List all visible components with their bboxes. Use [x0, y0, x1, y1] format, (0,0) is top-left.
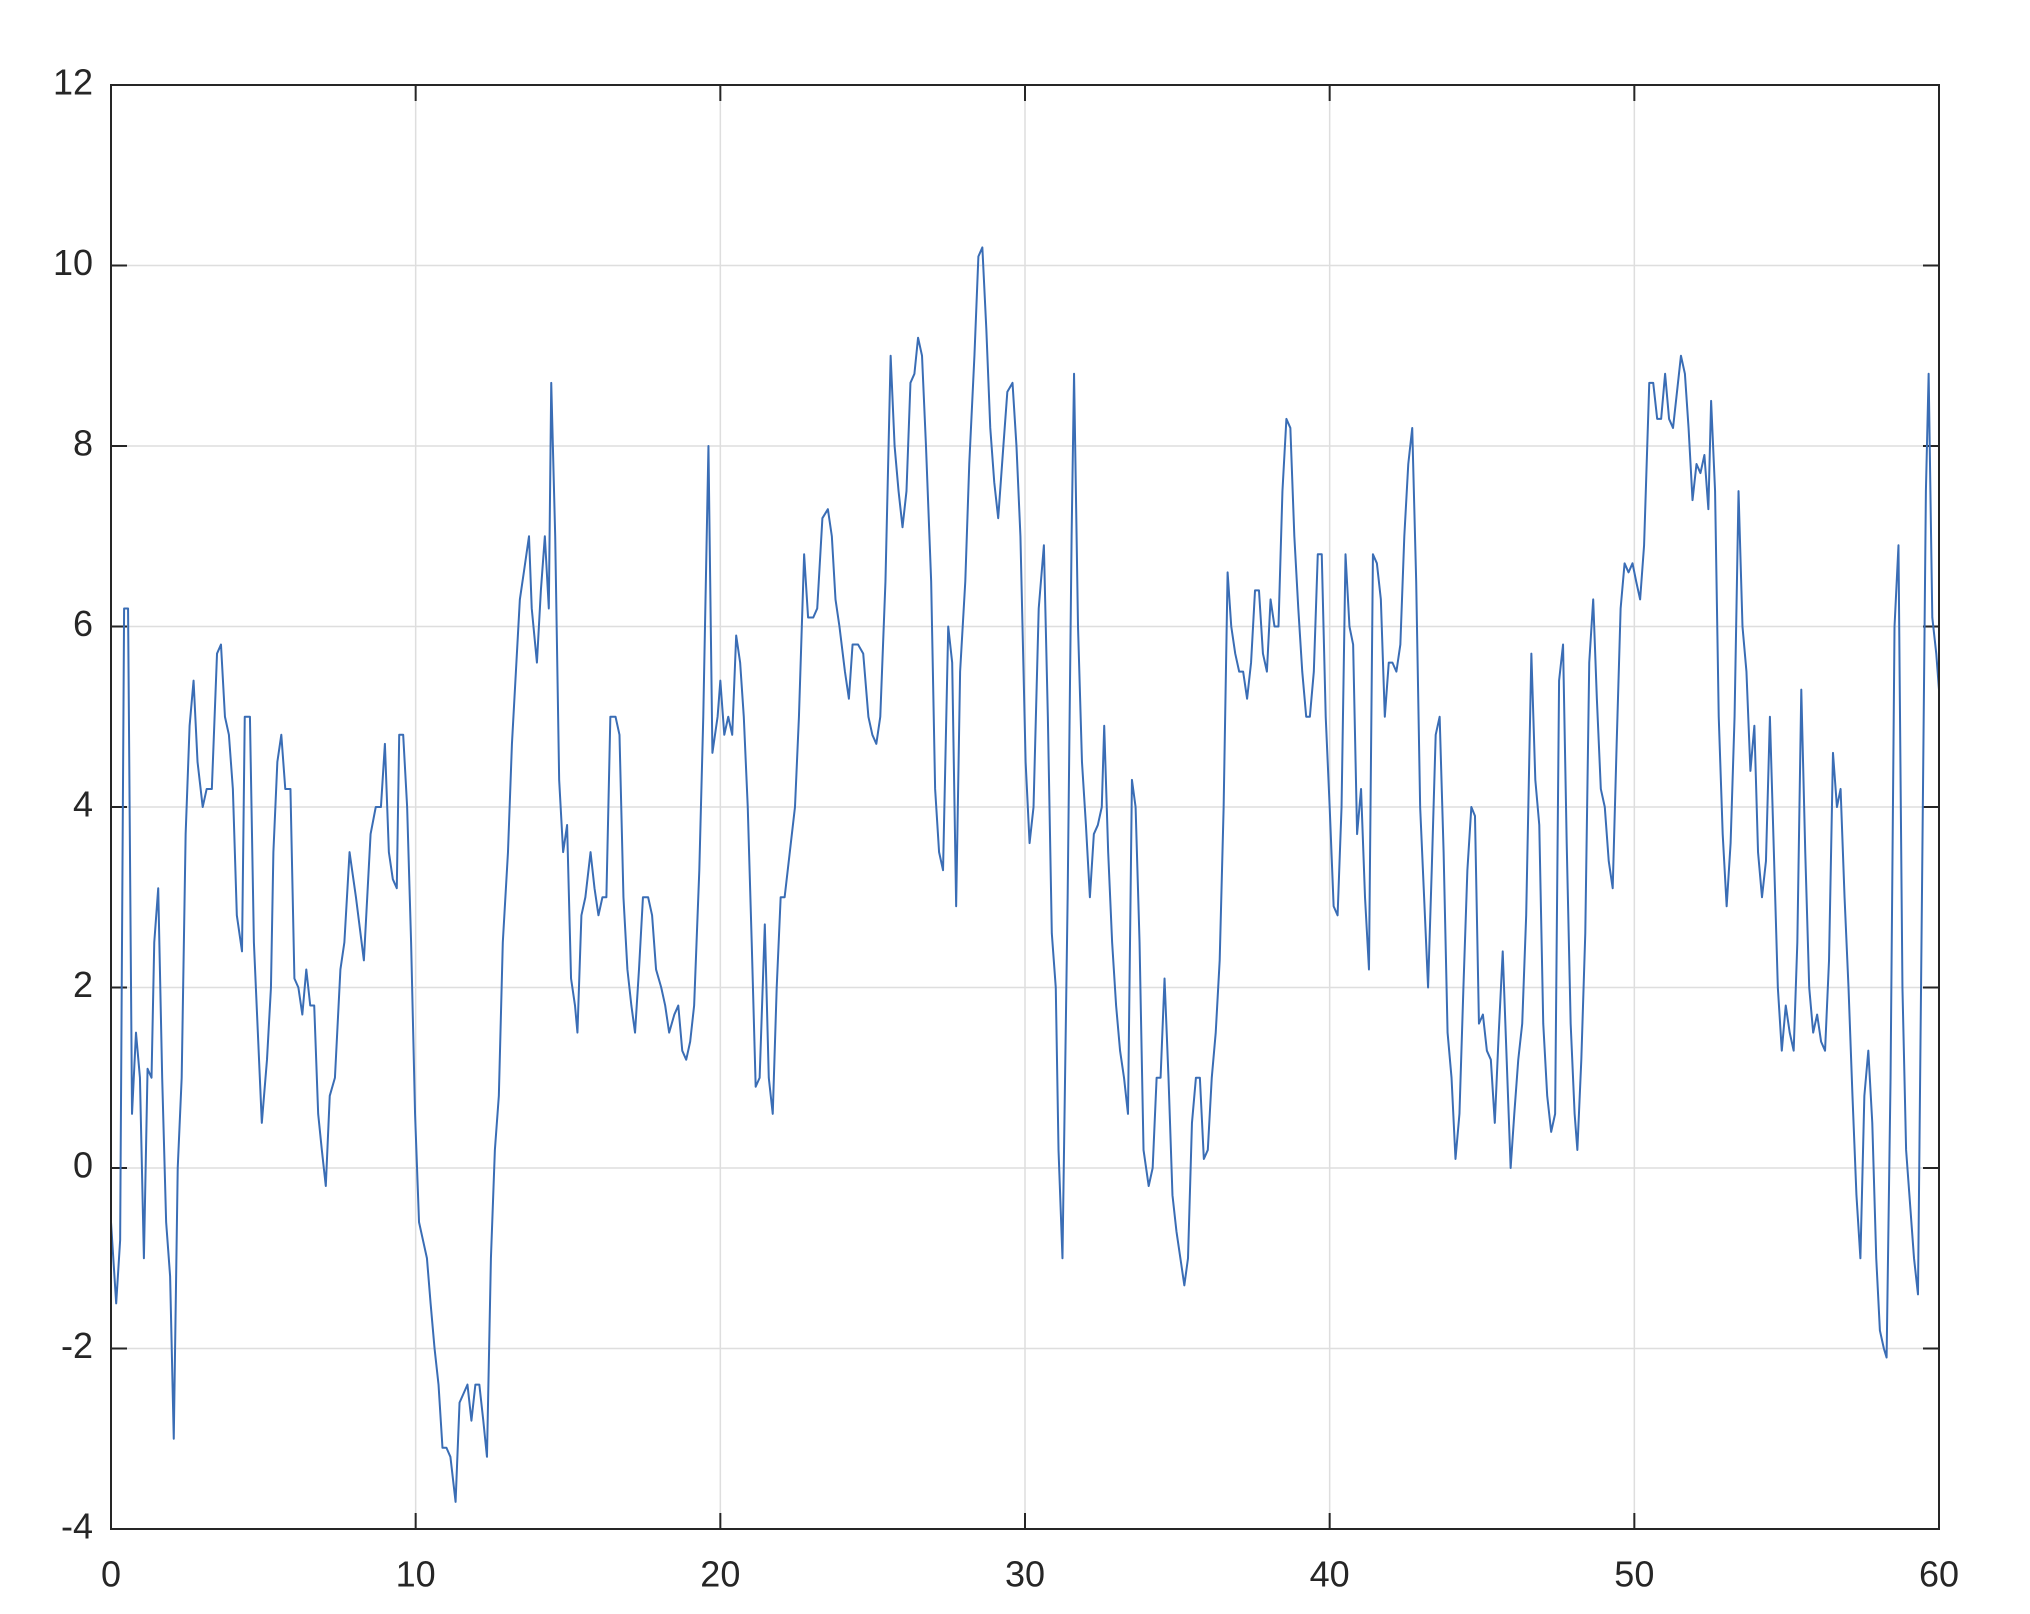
- x-tick-label: 40: [1310, 1554, 1350, 1595]
- plot-area: [110, 246, 1940, 1503]
- y-tick-label: 4: [73, 784, 93, 825]
- x-tick-label: 60: [1919, 1554, 1959, 1595]
- y-tick-label: 8: [73, 423, 93, 464]
- y-tick-label: -4: [61, 1506, 93, 1547]
- x-tick-label: 50: [1614, 1554, 1654, 1595]
- x-tick-label: 30: [1005, 1554, 1045, 1595]
- y-tick-label: 6: [73, 603, 93, 644]
- tick-labels: -4 -2 0 2 4 6 8 10 12 0 10 20 30 40 50 60: [53, 62, 1959, 1595]
- y-tick-label: 10: [53, 242, 93, 283]
- grid: [110, 84, 1940, 1530]
- data-line: [110, 246, 1940, 1503]
- x-tick-label: 0: [101, 1554, 121, 1595]
- y-tick-label: 12: [53, 62, 93, 103]
- x-tick-label: 10: [396, 1554, 436, 1595]
- x-tick-label: 20: [700, 1554, 740, 1595]
- y-tick-label: -2: [61, 1325, 93, 1366]
- y-tick-label: 2: [73, 964, 93, 1005]
- axes-box: [110, 84, 1940, 1530]
- y-tick-label: 0: [73, 1145, 93, 1186]
